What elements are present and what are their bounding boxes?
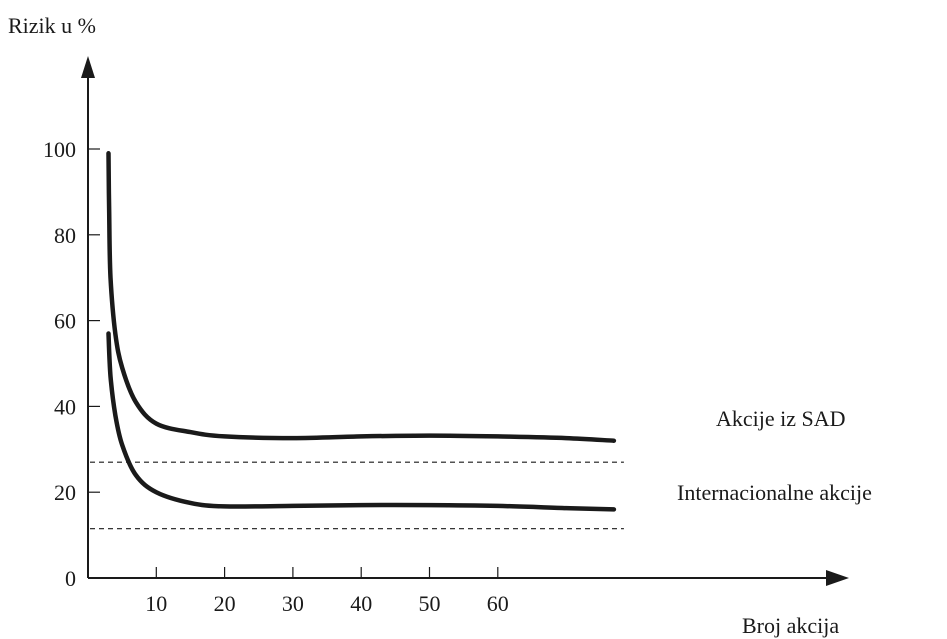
series-label-akcije-iz-sad: Akcije iz SAD: [716, 406, 846, 431]
x-tick-label-60: 60: [487, 591, 509, 616]
series-layer: [106, 151, 617, 512]
y-axis-arrow-icon: [81, 56, 95, 78]
reference-lines: [90, 461, 624, 530]
y-tick-label-60: 60: [54, 309, 76, 334]
x-axis-arrow-icon: [826, 570, 849, 586]
y-axis-title: Rizik u %: [8, 13, 96, 38]
series-line-akcije-iz-sad: [106, 151, 617, 443]
y-tick-label-100: 100: [43, 137, 76, 162]
x-tick-label-40: 40: [350, 591, 372, 616]
y-tick-label-80: 80: [54, 223, 76, 248]
y-tick-label-40: 40: [54, 394, 76, 419]
x-ticks: 10 20 30 40 50 60: [145, 567, 509, 616]
series-line-internacionalne-akcije: [106, 331, 617, 512]
x-tick-label-50: 50: [419, 591, 441, 616]
y-ticks: 0 20 40 60 80 100: [43, 137, 100, 591]
x-axis-title: Broj akcija: [742, 613, 839, 638]
series-label-internacionalne-akcije: Internacionalne akcije: [677, 480, 872, 505]
x-tick-label-10: 10: [145, 591, 167, 616]
y-tick-label-0: 0: [65, 566, 76, 591]
x-tick-label-30: 30: [282, 591, 304, 616]
y-tick-label-20: 20: [54, 480, 76, 505]
x-tick-label-20: 20: [214, 591, 236, 616]
